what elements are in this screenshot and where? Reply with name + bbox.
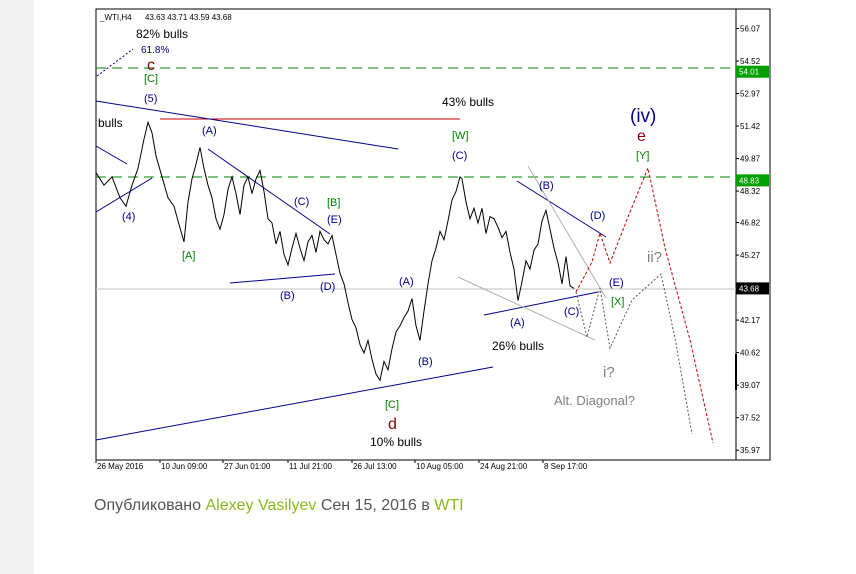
byline-date: Сен 15, 2016 xyxy=(320,497,417,514)
level-badge-bg xyxy=(736,174,769,187)
label-wave-B-2: (B) xyxy=(418,356,433,368)
label-wave-C-bracket-2: [C] xyxy=(385,399,399,411)
ohlc-values: 43.63 43.71 43.59 43.68 xyxy=(145,13,232,22)
label-wave-E-2: (E) xyxy=(609,277,624,289)
byline-in: в xyxy=(421,497,430,514)
label-alt-diagonal: Alt. Diagonal? xyxy=(554,393,635,408)
date-tick-label: 26 Jul 13:00 xyxy=(353,462,397,471)
price-tick-label: 37.52 xyxy=(740,414,761,423)
date-tick-label: 8 Sep 17:00 xyxy=(544,462,588,471)
level-badge-label: 54.01 xyxy=(739,68,760,77)
price-tick-label: 49.87 xyxy=(740,155,761,164)
symbol-link[interactable]: WTI xyxy=(434,497,464,514)
price-tick-label: 46.82 xyxy=(740,219,761,228)
price-tick-label: 42.17 xyxy=(740,316,761,325)
price-series-line xyxy=(95,120,575,382)
label-wave-ii: ii? xyxy=(647,249,662,266)
label-wave-e: e xyxy=(637,128,646,145)
label-wave-B-1: (B) xyxy=(280,290,295,302)
trendlines xyxy=(95,48,607,441)
date-tick-label: 10 Aug 05:00 xyxy=(416,462,464,471)
label-wave-iv: (iv) xyxy=(630,106,656,127)
label-wave-A-3: (A) xyxy=(510,317,525,329)
price-tick-label: 54.52 xyxy=(740,57,761,66)
date-tick-label: 11 Jul 21:00 xyxy=(289,462,333,471)
wave-labels: 82% bulls 61.8% c [C] (5) bulls (4) (A) … xyxy=(98,27,662,449)
byline-prefix: Опубликовано xyxy=(94,497,202,514)
label-wave-D-1: (D) xyxy=(320,281,335,293)
label-wave-A-bracket: [A] xyxy=(182,250,195,262)
label-wave-D-2: (D) xyxy=(590,210,605,222)
label-wave-B-3: (B) xyxy=(539,180,554,192)
price-chart: _WTI,H4 43.63 43.71 43.59 43.68 56.07 54.… xyxy=(95,8,771,471)
date-axis-ticks: 26 May 2016 10 Jun 09:00 27 Jun 01:00 11 Ju… xyxy=(95,460,588,471)
date-tick-label: 10 Jun 09:00 xyxy=(161,462,208,471)
label-wave-C-1: (C) xyxy=(294,196,309,208)
publication-byline: Опубликовано Alexey Vasilyev Сен 15, 201… xyxy=(94,497,464,515)
label-wave-A-2: (A) xyxy=(399,276,414,288)
label-43-bulls: 43% bulls xyxy=(442,95,494,109)
label-wave-d: d xyxy=(388,416,397,433)
price-tick-label: 45.27 xyxy=(740,251,761,260)
level-badge-bg xyxy=(736,65,769,78)
label-61-8: 61.8% xyxy=(141,45,169,56)
label-wave-Y-bracket: [Y] xyxy=(636,150,649,162)
label-26-bulls: 26% bulls xyxy=(492,339,544,353)
level-badges: 54.01 48.83 43.68 xyxy=(736,65,769,295)
label-wave-4: (4) xyxy=(122,211,135,223)
alt-diagonal-lines xyxy=(457,165,607,341)
projection-path-alt xyxy=(575,273,693,435)
label-wave-A-1: (A) xyxy=(202,125,217,137)
projection-path-main xyxy=(575,166,714,444)
label-bulls: bulls xyxy=(98,116,123,130)
label-wave-i: i? xyxy=(603,364,615,381)
label-wave-E-1: (E) xyxy=(327,214,342,226)
price-tick-label: 39.07 xyxy=(740,381,761,390)
level-badge-label: 43.68 xyxy=(739,284,760,293)
price-axis xyxy=(735,8,771,461)
label-wave-C-bracket: [C] xyxy=(144,73,158,85)
price-tick-label: 48.32 xyxy=(740,187,761,196)
symbol-label: _WTI,H4 xyxy=(99,13,132,22)
price-tick-label: 35.97 xyxy=(740,446,761,455)
price-tick-label: 56.07 xyxy=(740,25,761,34)
label-wave-X-bracket: [X] xyxy=(611,296,624,308)
plot-area xyxy=(95,8,737,461)
price-tick-label: 40.62 xyxy=(740,349,761,358)
label-82-bulls: 82% bulls xyxy=(136,27,188,41)
level-badge-bg xyxy=(736,282,769,295)
price-axis-ticks: 56.07 54.52 52.97 51.42 49.87 48.32 46.82 45.27… xyxy=(736,25,761,455)
author-link[interactable]: Alexey Vasilyev xyxy=(205,497,317,514)
label-wave-C-2: (C) xyxy=(452,150,467,162)
label-wave-c: c xyxy=(147,57,155,74)
price-tick-label: 51.42 xyxy=(740,122,761,131)
label-10-bulls: 10% bulls xyxy=(370,435,422,449)
label-wave-B-bracket: [B] xyxy=(327,197,340,209)
level-badge-label: 48.83 xyxy=(739,176,760,185)
date-tick-label: 26 May 2016 xyxy=(97,462,144,471)
price-tick-label: 52.97 xyxy=(740,90,761,99)
label-wave-C-3: (C) xyxy=(564,306,579,318)
date-tick-label: 27 Jun 01:00 xyxy=(224,462,271,471)
label-wave-5: (5) xyxy=(144,93,157,105)
label-wave-W-bracket: [W] xyxy=(452,130,469,142)
date-tick-label: 24 Aug 21:00 xyxy=(480,462,528,471)
